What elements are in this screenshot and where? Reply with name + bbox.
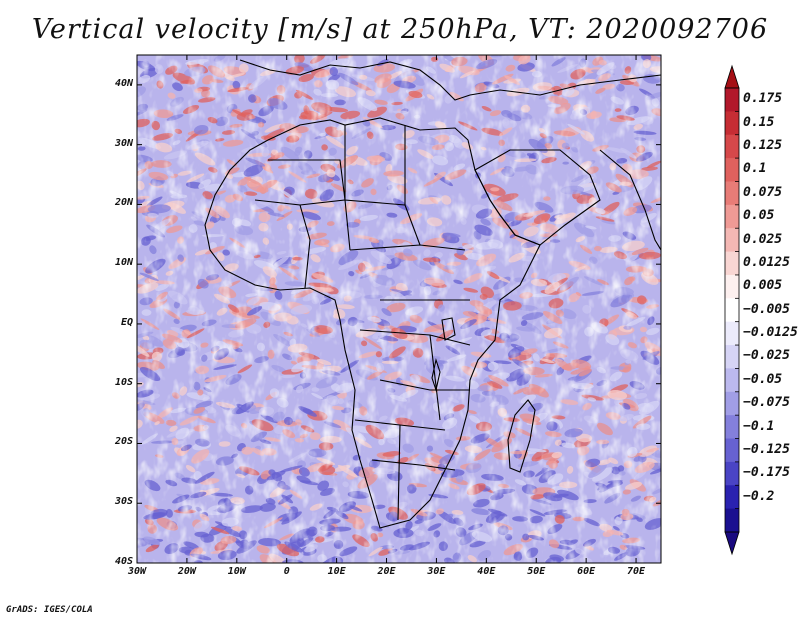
colorbar-label: −0.175 [743,465,790,481]
colorbar-label: 0.15 [743,114,775,130]
map-title: Vertical velocity [m/s] at 250hPa, VT: 2… [31,14,769,45]
colorbar-label: −0.005 [743,301,790,317]
colorbar-segment [725,158,739,182]
lon-label: 60E [577,566,596,577]
lon-label: 40E [477,566,496,577]
colorbar-segment [725,274,739,299]
colorbar-label: 0.125 [743,138,783,154]
lat-label: 40N [114,77,133,89]
lon-label: 10E [327,566,346,577]
colorbar-segment [725,391,739,416]
colorbar-segment [725,181,739,206]
colorbar-label: −0.125 [743,441,790,457]
lat-label: 40S [114,556,133,567]
colorbar-bottom-arrow [724,531,740,556]
lat-label: 10S [114,376,133,388]
colorbar-segment [725,204,739,229]
colorbar-segment [725,485,739,510]
lat-label: EQ [120,316,133,328]
colorbar-segment [725,134,739,159]
colorbar-segment [725,415,739,440]
colorbar-label: 0.175 [743,91,783,107]
colorbar-segment [725,438,739,463]
colorbar-segment [725,345,739,369]
lon-label: 20E [377,566,396,577]
colorbar-segment [725,321,739,346]
colorbar [724,64,740,556]
colorbar-segment [725,228,739,253]
colorbar-segment [725,368,739,393]
colorbar-label: 0.1 [743,161,767,177]
colorbar-label: 0.05 [743,208,775,224]
colorbar-label: −0.05 [743,371,783,387]
lon-label: 70E [627,566,646,577]
plot-frame [136,54,662,564]
colorbar-frame [724,87,740,533]
lon-label: 10W [227,566,246,577]
velocity-field [137,55,661,563]
colorbar-segment [725,298,739,323]
colorbar-segment [725,508,739,533]
lon-label: 0 [283,566,290,577]
lat-label: 30S [114,496,133,508]
lon-label: 30E [427,566,446,577]
colorbar-label: −0.075 [743,395,790,411]
colorbar-label: 0.025 [743,231,783,247]
colorbar-segment [725,461,739,486]
lon-label: 20W [177,566,196,577]
axis-ticks [136,55,661,564]
colorbar-segment [725,88,739,112]
colorbar-segment [725,251,739,276]
colorbar-label: 0.075 [743,184,783,200]
lat-label: 20N [114,197,133,209]
lat-label: 10N [114,257,133,269]
lat-label: 20S [114,436,133,448]
coastlines-borders [204,59,661,529]
colorbar-label: −0.1 [743,418,775,434]
colorbar-segment [725,111,739,136]
colorbar-label: −0.025 [743,348,790,364]
colorbar-label: −0.0125 [743,325,798,341]
lat-label: 30N [114,137,133,149]
grads-credit: GrADS: IGES/COLA [6,605,93,615]
colorbar-label: 0.0125 [743,254,790,270]
lon-label: 30W [127,566,147,577]
colorbar-label: −0.2 [743,488,775,504]
colorbar-label: 0.005 [743,278,783,294]
colorbar-top-arrow [724,64,740,89]
lon-label: 50E [527,566,546,577]
